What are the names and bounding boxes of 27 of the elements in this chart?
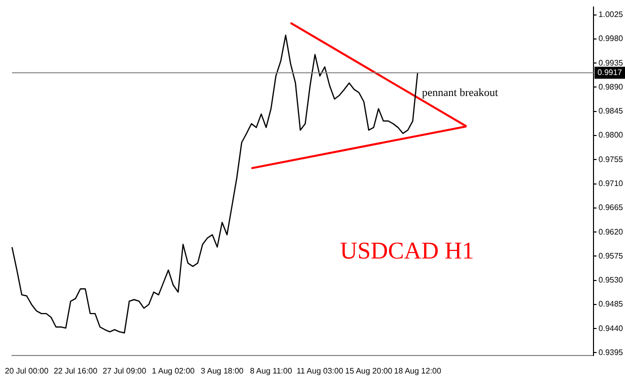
x-tick-label: 22 Jul 16:00 [54,366,98,376]
ref-line-label: 0.9917 [598,68,623,77]
y-tick-label: 0.9620 [598,227,624,236]
y-tick-label: 0.9935 [598,58,624,68]
y-tick-label: 0.9530 [598,276,624,285]
y-tick-label: 0.9575 [598,251,624,260]
annotation: pennant breakout [422,86,498,99]
x-tick-label: 27 Jul 09:00 [102,366,147,376]
x-tick-label: 18 Aug 12:00 [394,366,442,376]
y-tick-label: 1.0025 [598,10,624,20]
x-tick-label: 8 Aug 11:00 [250,366,293,376]
x-tick-label: 20 Jul 00:00 [4,366,50,376]
y-tick-label: 0.9890 [598,82,624,92]
y-tick-label: 0.9395 [598,348,624,357]
y-tick-label: 0.9800 [598,130,624,140]
y-tick-label: 0.9755 [598,154,624,164]
y-tick-label: 0.9485 [598,300,624,309]
x-tick-label: 11 Aug 03:00 [296,366,344,376]
x-tick-label: 1 Aug 02:00 [152,366,196,376]
y-tick-label: 0.9665 [598,203,624,212]
x-tick-label: 3 Aug 18:00 [200,366,244,376]
annotation: USDCAD H1 [340,238,474,264]
y-tick-label: 0.9710 [598,178,624,188]
y-tick-label: 0.9980 [598,34,624,44]
y-tick-label: 0.9845 [598,106,624,116]
y-tick-label: 0.9440 [598,324,624,333]
x-tick-label: 15 Aug 20:00 [345,366,393,376]
